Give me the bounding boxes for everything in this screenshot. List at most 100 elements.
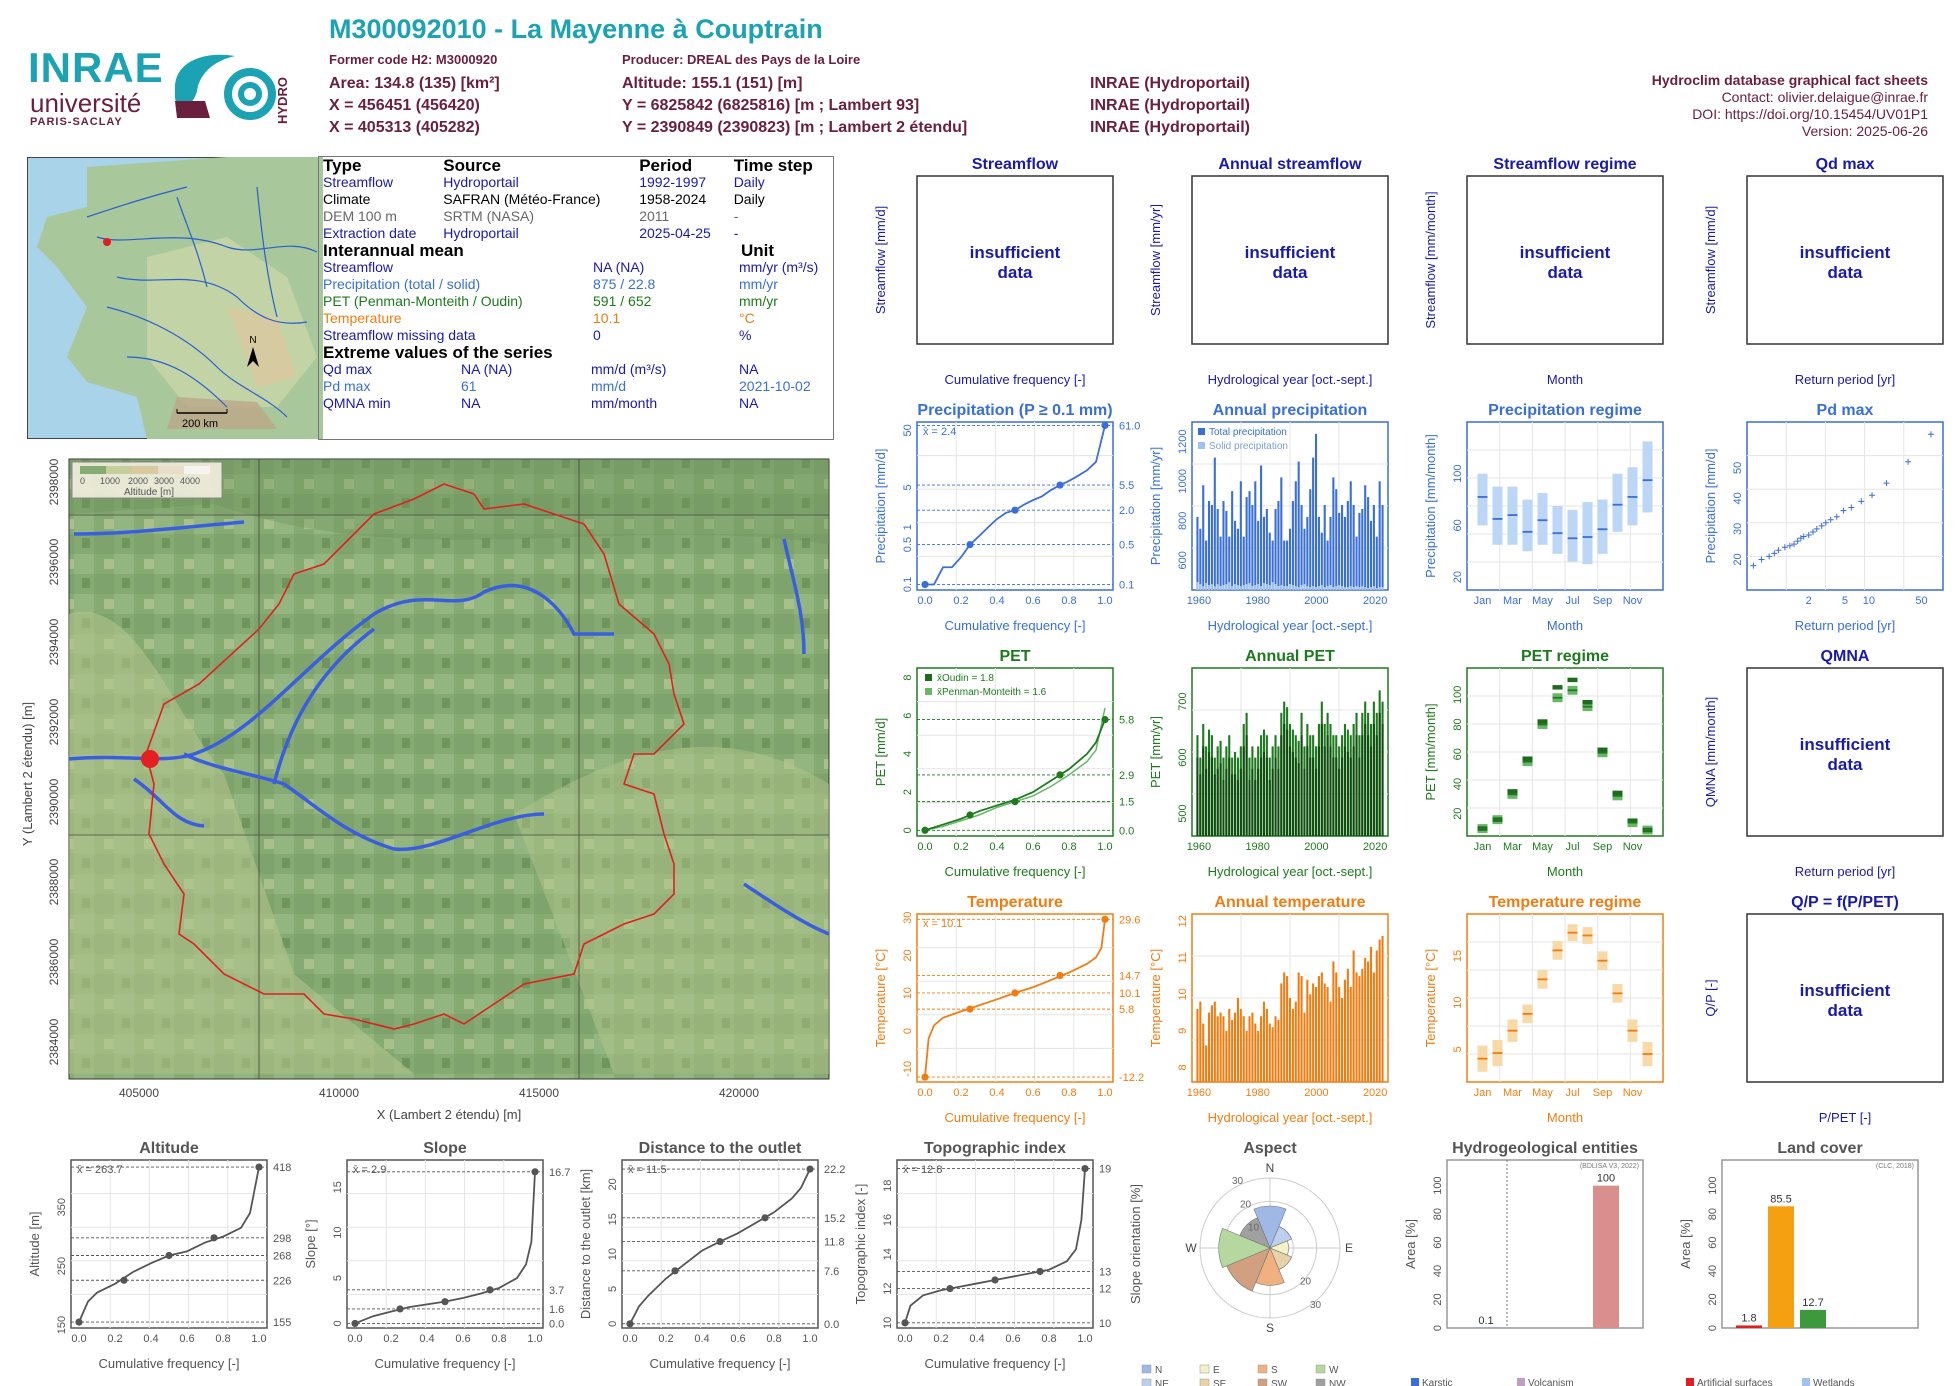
solid-bar bbox=[1202, 586, 1205, 590]
annual-bar bbox=[1361, 968, 1364, 1082]
annual-bar bbox=[1199, 528, 1202, 590]
topo-rtick-0: 19 bbox=[1099, 1164, 1111, 1176]
slope-ylabel: Slope [°] bbox=[303, 1219, 318, 1268]
solid-bar bbox=[1265, 584, 1268, 590]
quantile-point bbox=[1056, 771, 1064, 779]
annual-bar-2 bbox=[1335, 757, 1338, 836]
pet-regime-ytick-3: 80 bbox=[1452, 718, 1464, 730]
annual-bar-2 bbox=[1332, 757, 1335, 836]
precip-cdf-chart: Precipitation (P ≥ 0.1 mm) Cumulative fre… bbox=[873, 402, 1140, 633]
annual-precip-ytick-3: 1200 bbox=[1177, 430, 1189, 454]
precip-regime-title: Precipitation regime bbox=[1488, 402, 1642, 419]
solid-bar bbox=[1294, 586, 1297, 590]
precip-regime-ytick-0: 20 bbox=[1452, 571, 1464, 583]
quantile-point bbox=[75, 1318, 83, 1326]
aspect-legend-swatch bbox=[1257, 1378, 1268, 1386]
annual-precip-ytick-0: 600 bbox=[1177, 551, 1189, 569]
pd-max-point bbox=[1805, 532, 1812, 539]
temp-regime-ylabel: Temperature [°C] bbox=[1423, 949, 1438, 1047]
area: Area: 134.8 (135) [km²] bbox=[329, 75, 500, 92]
hydrogeo-ytick-3: 60 bbox=[1432, 1236, 1444, 1248]
solid-bar bbox=[1317, 586, 1320, 590]
altitude-ytick-1: 250 bbox=[56, 1257, 68, 1275]
solid-bar bbox=[1364, 587, 1367, 590]
streamflow-regime-chart: Streamflow regime Month Streamflow [mm/mon… bbox=[1423, 156, 1664, 387]
annual-bar bbox=[1378, 939, 1381, 1082]
temp-cdf-rtick-3: 5.8 bbox=[1119, 1004, 1134, 1016]
map-xtick-2: 415000 bbox=[519, 1086, 559, 1100]
source-3: INRAE (Hydroportail) bbox=[1090, 119, 1250, 136]
precip-regime-xtick-1: Mar bbox=[1503, 595, 1522, 607]
solid-bar bbox=[1369, 587, 1373, 590]
solid-bar bbox=[1332, 587, 1335, 590]
quantile-point bbox=[1011, 989, 1019, 997]
y-lambert93: Y = 6825842 (6825816) [m ; Lambert 93] bbox=[622, 97, 920, 114]
landcover-ytick-5: 100 bbox=[1707, 1176, 1719, 1194]
annual-bar bbox=[1222, 1016, 1225, 1082]
annual-precip-legend-1: Solid precipitation bbox=[1209, 441, 1288, 452]
pet-cdf-xtick-2: 0.4 bbox=[989, 841, 1004, 853]
regime-box bbox=[1537, 493, 1548, 545]
solid-bar bbox=[1326, 586, 1329, 590]
aspect-ring-lower-1: 30 bbox=[1310, 1300, 1322, 1311]
map-xtick-0: 405000 bbox=[119, 1086, 159, 1100]
info-header-source: Source bbox=[443, 156, 501, 175]
info-header-type: Type bbox=[323, 156, 362, 175]
pd-max-point bbox=[1766, 553, 1773, 560]
solid-bar bbox=[1239, 586, 1242, 590]
annual-bar-2 bbox=[1210, 757, 1213, 836]
topo-xtick-0: 0.0 bbox=[897, 1333, 912, 1345]
annual-bar bbox=[1338, 987, 1341, 1082]
annual-bar bbox=[1251, 1012, 1254, 1082]
pet-cdf-ytick-1: 2 bbox=[902, 789, 914, 795]
distance-ytick-4: 20 bbox=[607, 1178, 619, 1190]
annual-bar bbox=[1277, 501, 1280, 590]
annual-bar bbox=[1341, 998, 1344, 1082]
precip-cdf-ylabel: Precipitation [mm/d] bbox=[873, 449, 888, 564]
qd-max-insufficient-1: insufficient bbox=[1800, 243, 1891, 262]
annual-bar bbox=[1207, 501, 1211, 590]
annual-precip-xtick-2: 2000 bbox=[1304, 595, 1328, 607]
topo-ytick-1: 12 bbox=[882, 1282, 894, 1294]
temp-cdf-mean: x̄ = 10.1 bbox=[923, 918, 962, 930]
annual-bar bbox=[1248, 1016, 1251, 1082]
annual-bar-2 bbox=[1271, 768, 1274, 836]
pd-max-xtick-1: 5 bbox=[1842, 595, 1848, 607]
annual-bar-2 bbox=[1248, 780, 1251, 836]
precip-regime-xtick-0: Jan bbox=[1474, 595, 1492, 607]
annual-bar bbox=[1346, 501, 1349, 590]
solid-bar bbox=[1199, 584, 1202, 590]
solid-bar bbox=[1254, 585, 1257, 590]
category-legend-swatch bbox=[1517, 1378, 1525, 1386]
pet-cdf-xtick-4: 0.8 bbox=[1061, 841, 1076, 853]
temp-regime-xtick-2: May bbox=[1532, 1087, 1553, 1099]
annual-temp-ytick-0: 8 bbox=[1177, 1064, 1189, 1070]
annual-bar-2 bbox=[1277, 768, 1280, 836]
annual-pet-ytick-1: 600 bbox=[1177, 748, 1189, 766]
annual-bar-2 bbox=[1306, 746, 1309, 836]
temp-regime-xtick-3: Jul bbox=[1565, 1087, 1579, 1099]
annual-bar bbox=[1312, 983, 1315, 1082]
annual-bar bbox=[1369, 946, 1373, 1082]
precip-regime-xtick-5: Nov bbox=[1623, 595, 1643, 607]
regime-median-2 bbox=[1537, 719, 1548, 724]
annual-bar bbox=[1335, 972, 1338, 1082]
quantile-point bbox=[531, 1168, 539, 1176]
pd-max-point bbox=[1794, 538, 1801, 545]
map-ylabel: Y (Lambert 2 étendu) [m] bbox=[20, 702, 35, 846]
temp-regime-ytick-1: 10 bbox=[1452, 997, 1464, 1009]
qd-max-xlabel: Return period [yr] bbox=[1795, 372, 1895, 387]
legend-tick-2: 2000 bbox=[128, 476, 148, 486]
annual-bar bbox=[1268, 532, 1271, 590]
aspect-ylabel: Slope orientation [%] bbox=[1128, 1184, 1143, 1304]
annual-bar-2 bbox=[1381, 724, 1384, 836]
topo-xlabel: Cumulative frequency [-] bbox=[925, 1356, 1066, 1371]
annual-bar-2 bbox=[1205, 768, 1208, 836]
q-p-insufficient-2: data bbox=[1828, 1001, 1864, 1020]
slope-xtick-3: 0.6 bbox=[455, 1333, 470, 1345]
series-line-2 bbox=[924, 707, 1106, 832]
solid-bar bbox=[1338, 585, 1341, 590]
annual-bar-2 bbox=[1234, 774, 1237, 836]
annual-bar bbox=[1349, 481, 1352, 590]
hydrogeo-legend-0: Karstic bbox=[1422, 1378, 1453, 1386]
